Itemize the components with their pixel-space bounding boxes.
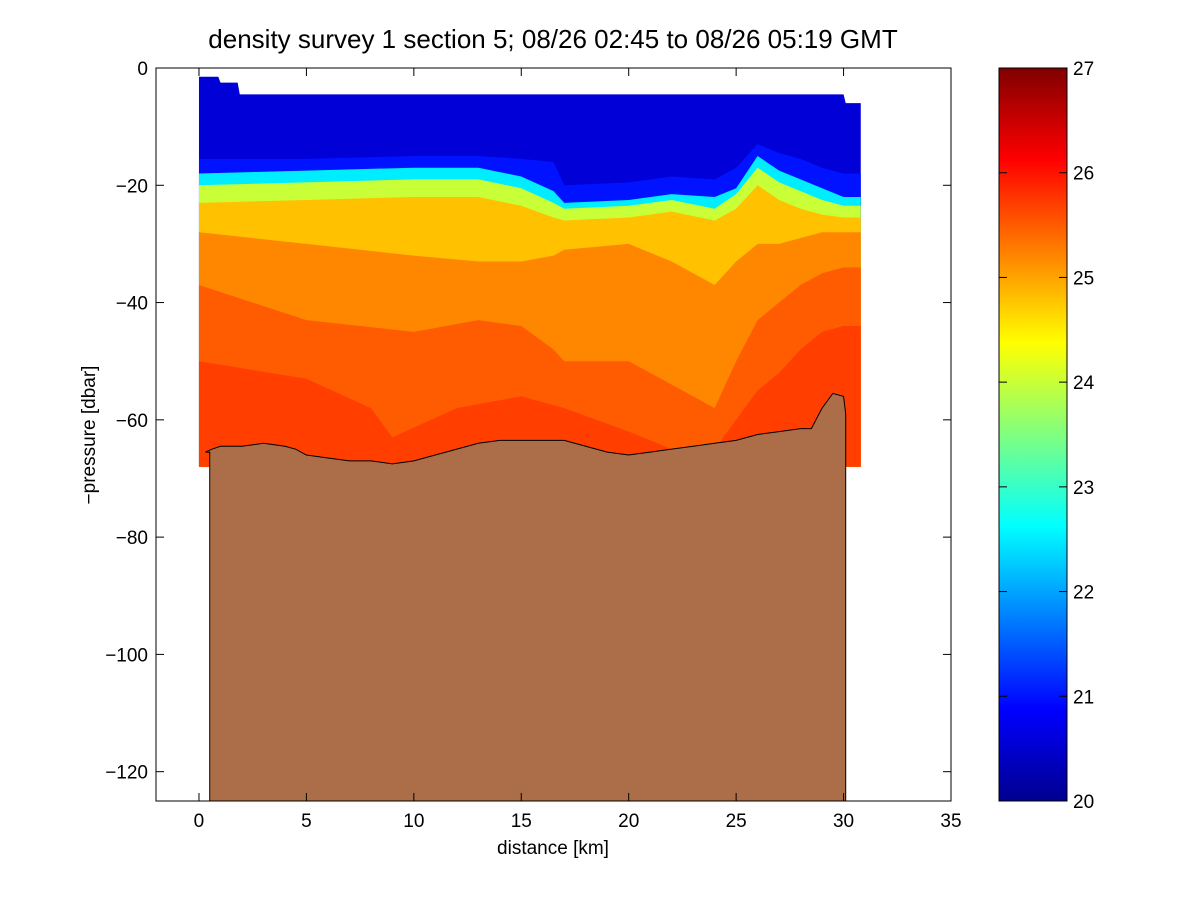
x-tick-label: 30 [833, 811, 854, 832]
y-axis-label: −pressure [dbar] [79, 366, 100, 505]
x-tick-label: 10 [403, 811, 424, 832]
colorbar-tick-label: 25 [1073, 268, 1094, 289]
colorbar-tick-label: 20 [1073, 792, 1094, 813]
y-tick-label: −20 [116, 176, 148, 197]
colorbar-ticks: 20 21 22 23 24 25 26 27 [999, 59, 1095, 813]
colorbar-tick-label: 27 [1073, 59, 1094, 80]
y-tick-label: −40 [116, 294, 148, 315]
y-tick-label: −80 [116, 528, 148, 549]
colorbar-gradient [998, 67, 1068, 802]
plot-frame [155, 67, 952, 802]
colorbar-tick-label: 23 [1073, 478, 1094, 499]
x-axis-label: distance [km] [497, 838, 609, 859]
x-axis: 0 5 10 15 20 25 30 35 [194, 68, 962, 832]
colorbar-tick-label: 21 [1073, 687, 1094, 708]
chart-title: density survey 1 section 5; 08/26 02:45 … [208, 24, 898, 54]
y-tick-label: −60 [116, 411, 148, 432]
x-tick-label: 5 [301, 811, 312, 832]
density-layer-7 [198, 326, 861, 467]
plot-area [156, 68, 951, 801]
x-tick-label: 0 [194, 811, 205, 832]
y-axis: 0 −20 −40 −60 −80 −100 −120 [105, 59, 951, 784]
y-tick-label: 0 [137, 59, 148, 80]
colorbar-tick-label: 22 [1073, 583, 1094, 604]
bathymetry-fill [205, 392, 847, 801]
colorbar: 20 21 22 23 24 25 26 27 [998, 59, 1095, 813]
y-tick-label: −100 [105, 645, 148, 666]
x-tick-label: 15 [511, 811, 532, 832]
x-tick-label: 35 [940, 811, 961, 832]
colorbar-tick-label: 24 [1073, 373, 1095, 394]
x-tick-label: 25 [726, 811, 747, 832]
colorbar-tick-label: 26 [1073, 164, 1094, 185]
y-tick-label: −120 [105, 763, 148, 784]
x-tick-label: 20 [618, 811, 639, 832]
density-layers [198, 76, 861, 467]
